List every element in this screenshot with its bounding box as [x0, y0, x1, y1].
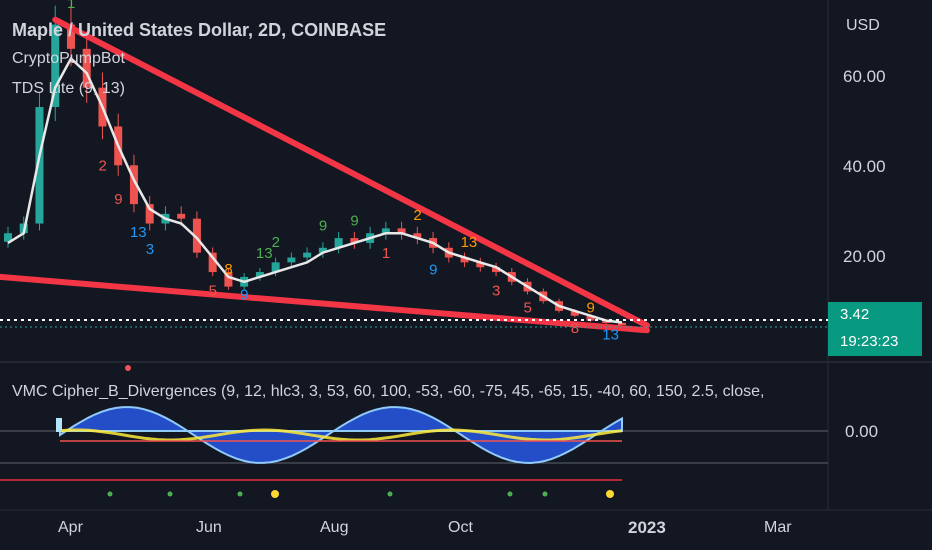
osc-dot [167, 491, 173, 497]
candle-body [35, 107, 44, 224]
td-count-label: 13 [130, 224, 147, 241]
candle-body [145, 204, 154, 224]
td-count-label: 5 [209, 283, 217, 300]
candle-body [413, 233, 422, 239]
osc-wave-area [59, 406, 623, 465]
candle-body [82, 48, 91, 88]
td-count-label: 9 [350, 212, 358, 229]
candle-body [224, 272, 233, 287]
y-tick-60: 60.00 [843, 67, 886, 86]
osc-dot [271, 490, 279, 498]
candle-body [460, 257, 469, 263]
candle-body [350, 238, 359, 243]
x-tick-aug: Aug [320, 519, 348, 536]
td-count-label: 8 [571, 320, 579, 337]
trendline-upper [52, 16, 650, 329]
td-count-label: 9 [114, 191, 122, 208]
td-count-label: 3 [146, 241, 154, 258]
last-price-badge: 3.42 [828, 302, 922, 328]
candle-body [271, 262, 280, 273]
td-count-label: 3 [492, 283, 500, 300]
x-tick-mar: Mar [764, 519, 792, 536]
trendlines [0, 16, 650, 334]
price-axis: USD 60.00 40.00 20.00 0.00 [843, 17, 886, 441]
x-tick-jun: Jun [196, 519, 222, 536]
td-count-label: 13 [602, 326, 619, 343]
indicator-vmc-cipher[interactable]: VMC Cipher_B_Divergences (9, 12, hlc3, 3… [12, 383, 765, 400]
osc-marker [56, 418, 62, 432]
td-count-label: 2 [272, 234, 280, 251]
osc-dot [387, 491, 393, 497]
td-count-label: 8 [224, 261, 232, 278]
symbol-title[interactable]: Maple / United States Dollar, 2D, COINBA… [12, 20, 387, 40]
y-tick-40: 40.00 [843, 157, 886, 176]
osc-dot [542, 491, 548, 497]
candle-body [381, 228, 390, 234]
candle-body [51, 24, 60, 108]
oscillator-tick-0: 0.00 [845, 422, 878, 441]
candle-body [4, 233, 12, 242]
osc-dot [606, 490, 614, 498]
candle-body [334, 238, 343, 248]
vmc-cipher-oscillator [0, 365, 828, 498]
candle-body [192, 218, 201, 253]
td-count-label: 13 [461, 234, 478, 251]
osc-dot-red [125, 365, 131, 371]
candle-body [129, 165, 138, 205]
candle-body [618, 323, 626, 326]
candle-body [208, 252, 217, 273]
time-axis: Apr Jun Aug Oct 2023 Mar [58, 518, 792, 537]
td-count-label: 9 [240, 287, 248, 304]
td-count-label: 5 [524, 299, 532, 316]
candle-body [255, 272, 264, 277]
candle-body [318, 247, 327, 253]
td-count-label: 13 [256, 245, 273, 262]
indicator-tds-lite[interactable]: TDS Lite (9, 13) [12, 80, 125, 97]
candle-body [66, 24, 75, 49]
osc-dot [237, 491, 243, 497]
candle-body [586, 315, 595, 321]
indicator-cryptopumpbot[interactable]: CryptoPumpBot [12, 50, 125, 67]
candle-body [492, 267, 501, 273]
osc-dot [107, 491, 113, 497]
bar-countdown-badge: 19:23:23 [828, 328, 922, 356]
td-count-label: 2 [413, 207, 421, 224]
x-tick-oct: Oct [448, 519, 473, 536]
trendline-lower [0, 273, 650, 334]
osc-money-flow [59, 428, 623, 442]
td-count-label: 9 [429, 262, 437, 279]
moving-average-line [7, 56, 623, 324]
candle-body [397, 228, 406, 234]
osc-dot [507, 491, 513, 497]
td-count-label: 9 [319, 218, 327, 235]
candle-body [287, 257, 296, 263]
pane-separator [0, 0, 932, 511]
candle-body [303, 252, 312, 258]
axis-currency: USD [846, 17, 880, 34]
td-count-label: 1 [67, 0, 75, 12]
x-tick-apr: Apr [58, 519, 84, 536]
td-count-label: 1 [382, 245, 390, 262]
candle-body [570, 310, 579, 316]
candle-body [476, 262, 485, 268]
candle-body [177, 213, 186, 219]
td-sequential-labels: 91291335891329912913358913 [67, 0, 619, 343]
td-count-label: 9 [587, 299, 595, 316]
td-count-label: 2 [98, 157, 106, 174]
x-tick-2023: 2023 [628, 518, 666, 537]
ma-line [7, 56, 623, 324]
y-tick-20: 20.00 [843, 247, 886, 266]
